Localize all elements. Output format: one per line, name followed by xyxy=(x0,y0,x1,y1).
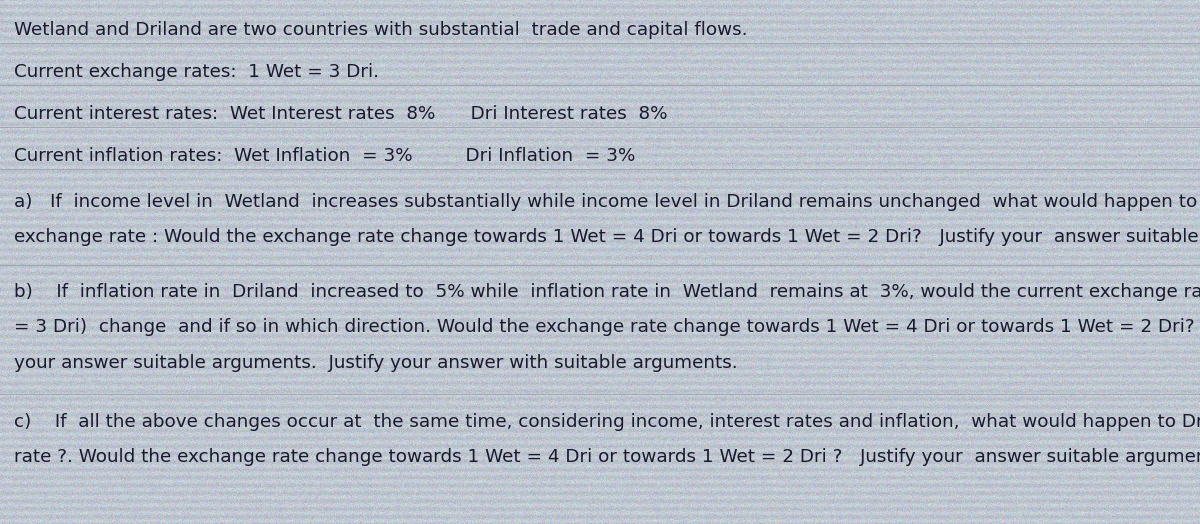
Text: Current interest rates:  Wet Interest rates  8%      Dri Interest rates  8%: Current interest rates: Wet Interest rat… xyxy=(14,105,668,123)
Text: exchange rate : Would the exchange rate change towards 1 Wet = 4 Dri or towards : exchange rate : Would the exchange rate … xyxy=(14,228,1200,246)
Text: Wetland and Driland are two countries with substantial  trade and capital flows.: Wetland and Driland are two countries wi… xyxy=(14,21,748,39)
Text: b)    If  inflation rate in  Driland  increased to  5% while  inflation rate in : b) If inflation rate in Driland increase… xyxy=(14,283,1200,301)
Text: your answer suitable arguments.  Justify your answer with suitable arguments.: your answer suitable arguments. Justify … xyxy=(14,354,738,372)
Text: = 3 Dri)  change  and if so in which direction. Would the exchange rate change t: = 3 Dri) change and if so in which direc… xyxy=(14,318,1200,336)
Text: a)   If  income level in  Wetland  increases substantially while income level in: a) If income level in Wetland increases … xyxy=(14,193,1200,211)
Text: Current exchange rates:  1 Wet = 3 Dri.: Current exchange rates: 1 Wet = 3 Dri. xyxy=(14,63,379,81)
Text: rate ?. Would the exchange rate change towards 1 Wet = 4 Dri or towards 1 Wet = : rate ?. Would the exchange rate change t… xyxy=(14,448,1200,466)
Text: c)    If  all the above changes occur at  the same time, considering income, int: c) If all the above changes occur at the… xyxy=(14,413,1200,431)
Text: Current inflation rates:  Wet Inflation  = 3%         Dri Inflation  = 3%: Current inflation rates: Wet Inflation =… xyxy=(14,147,636,165)
